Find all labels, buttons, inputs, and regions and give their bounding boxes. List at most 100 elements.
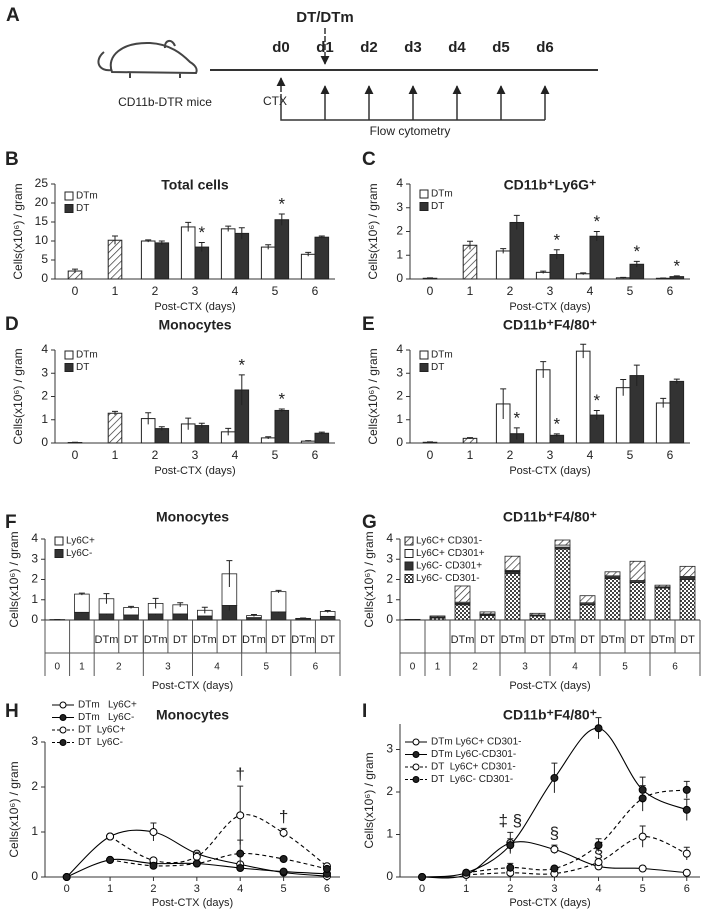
y-tick-label: 3 xyxy=(396,200,403,214)
day-label: d5 xyxy=(492,39,510,56)
error-bar xyxy=(553,249,560,260)
legend-swatch xyxy=(64,204,74,213)
error-bar xyxy=(305,440,312,442)
y-tick-label: 2 xyxy=(41,389,48,403)
bar xyxy=(495,250,511,280)
y-tick-label: 5 xyxy=(41,252,48,266)
bar xyxy=(194,246,210,280)
point xyxy=(594,724,603,733)
legend-swatch xyxy=(54,536,64,546)
bar xyxy=(154,242,170,280)
y-tick-label: 2 xyxy=(31,572,38,586)
bar-segment xyxy=(554,539,571,546)
y-axis-label: Cells(x10⁶) / gram xyxy=(366,348,380,444)
significance-mark: † xyxy=(279,807,288,826)
legend-swatch xyxy=(64,350,74,360)
y-axis-label: Cells(x10⁶) / gram xyxy=(11,348,25,444)
bar xyxy=(314,236,330,280)
error-bar xyxy=(177,602,184,607)
x-axis-label: Post-CTX (days) xyxy=(154,465,235,477)
x-tick-label: 1 xyxy=(107,883,113,895)
bar-segment xyxy=(479,615,496,621)
x-axis-label: Post-CTX (days) xyxy=(152,680,233,692)
chart-title: Total cells xyxy=(161,177,229,193)
x-tick-label: DT xyxy=(222,634,237,646)
legend-label: DT xyxy=(431,362,444,373)
legend-swatch xyxy=(404,574,414,583)
x-tick-label: 4 xyxy=(232,448,239,462)
day-label: d2 xyxy=(360,39,378,56)
bar-segment xyxy=(629,560,646,581)
legend-label: DTm xyxy=(431,350,453,361)
chart-title: Monocytes xyxy=(156,707,229,723)
x-tick-label: DT xyxy=(124,634,139,646)
legend-label: DT Ly6C- CD301- xyxy=(431,774,513,785)
error-bar xyxy=(305,251,312,257)
bar-segment xyxy=(679,565,696,577)
y-tick-label: 1 xyxy=(386,592,393,606)
mouse-icon xyxy=(97,40,198,78)
bar xyxy=(220,228,236,280)
y-tick-label: 0 xyxy=(31,869,38,883)
legend-label: DT Ly6C+ CD301- xyxy=(431,762,516,773)
chart-title: CD11b⁺Ly6G⁺ xyxy=(504,177,597,193)
error-bar xyxy=(500,248,507,254)
y-axis-label: Cells(x10⁶) / gram xyxy=(362,752,376,848)
y-tick-label: 3 xyxy=(386,742,393,756)
legend-label: Ly6C- xyxy=(66,548,92,559)
x-tick-label: DTm xyxy=(193,634,217,646)
error-bar xyxy=(593,409,600,420)
bar-segment xyxy=(629,582,646,621)
significance-mark: * xyxy=(593,212,600,231)
point xyxy=(638,794,647,803)
group-label: 0 xyxy=(410,662,416,673)
error-bar xyxy=(673,275,680,278)
x-tick-label: DTm xyxy=(95,634,119,646)
error-bar xyxy=(158,426,165,431)
error-bar xyxy=(145,239,152,243)
point xyxy=(638,832,647,841)
x-tick-label: DT xyxy=(271,634,286,646)
bar-segment xyxy=(504,573,521,621)
error-bar xyxy=(198,242,205,252)
x-tick-label: 1 xyxy=(112,284,119,298)
x-tick-label: 1 xyxy=(463,883,469,895)
panel-letter: D xyxy=(5,314,19,335)
x-tick-label: DT xyxy=(320,634,335,646)
y-tick-label: 2 xyxy=(31,779,38,793)
x-axis-label: Post-CTX (days) xyxy=(154,301,235,313)
point xyxy=(149,861,158,870)
x-tick-label: 1 xyxy=(112,448,119,462)
bar xyxy=(107,239,123,280)
legend-swatch xyxy=(419,363,429,372)
point xyxy=(192,859,201,868)
series-line xyxy=(109,814,328,867)
day-label: d4 xyxy=(448,39,466,56)
x-tick-label: 3 xyxy=(547,284,554,298)
bar xyxy=(180,226,196,280)
x-axis-label: Post-CTX (days) xyxy=(509,465,590,477)
legend-label: DTm Ly6C+ CD301- xyxy=(431,737,522,748)
group-label: 0 xyxy=(55,662,61,673)
panel-a: A CD11b-DTR mice CTX Flow cytometry xyxy=(6,5,598,138)
legend-label: DT xyxy=(76,362,89,373)
error-bar xyxy=(580,343,587,359)
error-bar xyxy=(467,240,473,250)
point xyxy=(638,864,647,873)
bar-segment xyxy=(604,571,621,577)
x-tick-label: DT xyxy=(580,634,595,646)
legend-label: DT Ly6C+ xyxy=(78,725,126,736)
chart-title: Monocytes xyxy=(156,509,229,525)
x-axis-label: Post-CTX (days) xyxy=(509,897,590,909)
significance-mark: * xyxy=(238,355,245,374)
bar-segment xyxy=(479,611,496,615)
significance-mark: * xyxy=(513,408,520,427)
bar xyxy=(462,244,478,280)
x-tick-label: 3 xyxy=(192,448,199,462)
significance-mark: * xyxy=(553,230,560,249)
x-tick-label: 6 xyxy=(684,883,690,895)
bar-segment xyxy=(654,584,671,588)
x-tick-label: 3 xyxy=(192,284,199,298)
